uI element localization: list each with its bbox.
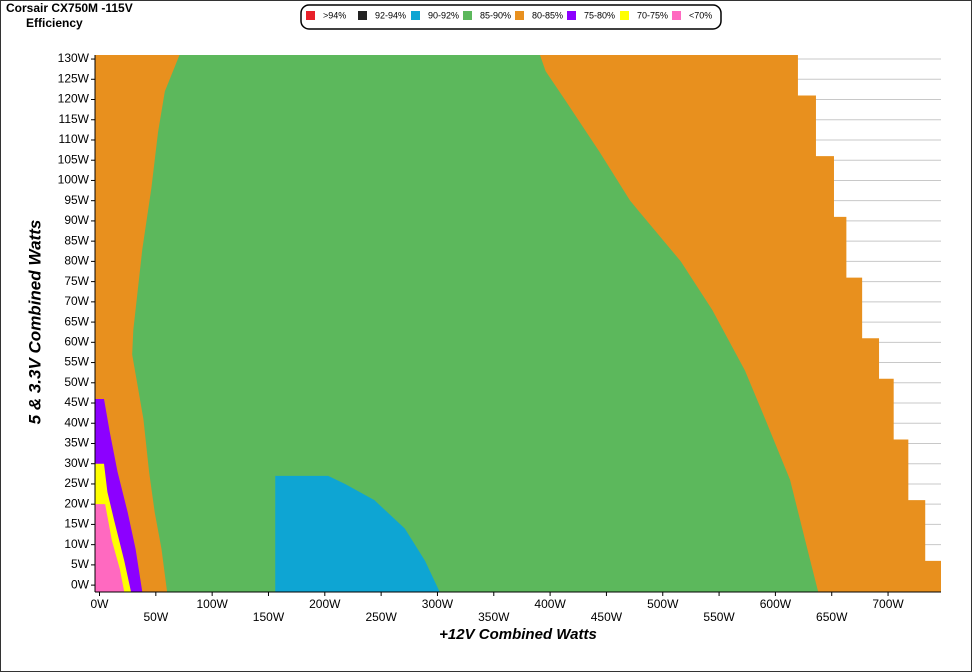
x-tick-label: 450W: [591, 610, 623, 624]
x-axis-title: +12V Combined Watts: [439, 626, 597, 643]
efficiency-region: [275, 475, 440, 592]
y-tick-label: 85W: [64, 233, 89, 247]
legend-label: >94%: [323, 10, 346, 20]
legend-swatch: [620, 11, 629, 20]
legend-label: 80-85%: [532, 10, 563, 20]
x-tick-label: 150W: [253, 610, 285, 624]
x-tick-label: 250W: [365, 610, 397, 624]
x-tick-label: 400W: [534, 597, 566, 611]
legend-label: 70-75%: [637, 10, 668, 20]
y-tick-label: 40W: [64, 415, 89, 429]
y-tick-label: 30W: [64, 456, 89, 470]
y-tick-label: 50W: [64, 375, 89, 389]
y-tick-label: 110W: [59, 132, 90, 146]
y-axis-title: 5 & 3.3V Combined Watts: [25, 220, 44, 425]
legend-swatch: [411, 11, 420, 20]
y-tick-label: 70W: [64, 294, 89, 308]
y-tick-label: 90W: [64, 213, 89, 227]
y-tick-label: 60W: [64, 334, 89, 348]
x-tick-label: 200W: [309, 597, 341, 611]
legend-label: 90-92%: [428, 10, 459, 20]
legend: [300, 4, 722, 30]
x-tick-label: 500W: [647, 597, 679, 611]
y-tick-label: 115W: [59, 112, 90, 126]
y-tick-label: 15W: [64, 517, 89, 531]
y-tick-label: 105W: [58, 152, 90, 166]
y-tick-label: 125W: [58, 71, 90, 85]
x-tick-label: 650W: [816, 610, 848, 624]
x-tick-label: 100W: [196, 597, 228, 611]
y-tick-label: 120W: [58, 92, 90, 106]
legend-label: 85-90%: [480, 10, 511, 20]
y-tick-label: 95W: [64, 193, 89, 207]
x-tick-label: 300W: [422, 597, 454, 611]
legend-label: 92-94%: [375, 10, 406, 20]
x-tick-label: 350W: [478, 610, 510, 624]
legend-swatch: [515, 11, 524, 20]
y-tick-label: 75W: [64, 274, 89, 288]
legend-swatch: [306, 11, 315, 20]
y-tick-label: 25W: [64, 476, 89, 490]
x-tick-label: 50W: [143, 610, 168, 624]
y-tick-label: 0W: [71, 577, 90, 591]
y-tick-label: 65W: [64, 314, 89, 328]
chart-subtitle: Efficiency: [26, 16, 83, 30]
y-tick-label: 130W: [58, 51, 90, 65]
x-tick-label: 600W: [760, 597, 792, 611]
y-tick-label: 55W: [64, 355, 89, 369]
efficiency-region: [95, 504, 125, 592]
efficiency-region: [132, 55, 819, 592]
chart-title: Corsair CX750M -115V: [6, 1, 133, 15]
x-tick-label: 0W: [91, 597, 110, 611]
legend-swatch: [567, 11, 576, 20]
y-tick-label: 10W: [64, 537, 89, 551]
legend-swatch: [463, 11, 472, 20]
y-tick-label: 5W: [71, 557, 90, 571]
legend-swatch: [672, 11, 681, 20]
x-tick-label: 700W: [872, 597, 904, 611]
y-tick-label: 20W: [64, 496, 89, 510]
legend-label: <70%: [689, 10, 712, 20]
y-tick-label: 100W: [58, 173, 90, 187]
x-tick-label: 550W: [703, 610, 735, 624]
legend-label: 75-80%: [584, 10, 615, 20]
y-tick-label: 45W: [64, 395, 89, 409]
y-tick-label: 35W: [64, 436, 89, 450]
legend-swatch: [358, 11, 367, 20]
y-tick-label: 80W: [64, 254, 89, 268]
